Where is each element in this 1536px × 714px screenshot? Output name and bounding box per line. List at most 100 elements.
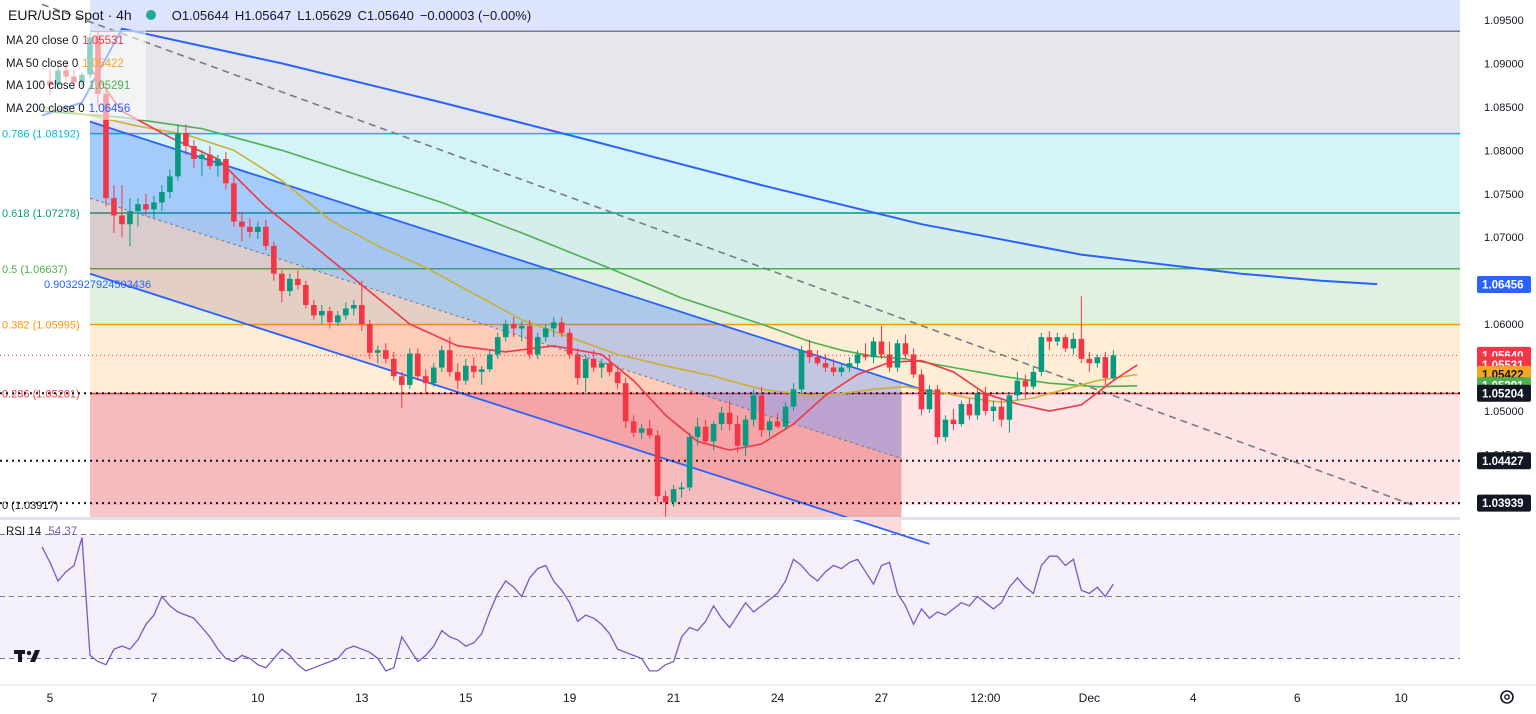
chart-header: EUR/USD Spot · 4h O1.05644 H1.05647 L1.0… — [0, 0, 531, 30]
candle — [414, 348, 421, 381]
candle-body — [502, 324, 509, 338]
candle — [814, 350, 821, 366]
time-tick-label: 24 — [771, 691, 785, 705]
candle — [758, 386, 765, 438]
symbol-title[interactable]: EUR/USD Spot · 4h — [8, 7, 132, 23]
candle-body — [902, 343, 909, 355]
candle — [750, 389, 757, 427]
candle-body — [510, 324, 517, 329]
ma-value: 1.05291 — [88, 80, 131, 93]
candle — [327, 306, 333, 329]
candle — [974, 389, 981, 420]
candle-body — [774, 421, 781, 427]
rsi-pane: 70.0060.0050.0040.0030.0054.37 — [0, 530, 1524, 672]
candle-body — [1022, 380, 1029, 387]
candle — [398, 371, 405, 409]
candle — [678, 482, 685, 498]
ohlc-high: H1.05647 — [234, 7, 292, 23]
candle-body — [295, 278, 301, 286]
candle-body — [1102, 357, 1109, 378]
candle — [1030, 365, 1037, 390]
candle-body — [790, 389, 797, 407]
candle — [183, 124, 189, 155]
candle — [446, 337, 453, 377]
candle-body — [422, 376, 429, 384]
candle-body — [926, 389, 933, 410]
candle-body — [271, 245, 277, 274]
candle-body — [918, 374, 925, 410]
candle — [151, 195, 157, 219]
ma-label: MA 20 close 0 — [6, 35, 79, 48]
candle-body — [438, 350, 445, 368]
candle-body — [694, 426, 701, 438]
tradingview-logo-icon[interactable] — [14, 648, 40, 669]
candle-body — [351, 304, 357, 309]
candle — [199, 150, 205, 177]
ma-legend-row-200[interactable]: MA 200 close 0 1.06456 — [0, 97, 146, 120]
candle-body — [255, 226, 261, 232]
candle — [854, 350, 861, 368]
time-tick-label: 6 — [1294, 691, 1301, 705]
candle — [606, 354, 613, 377]
candle-body — [247, 226, 253, 232]
candle-body — [718, 412, 725, 425]
candle-body — [143, 204, 149, 210]
price-tick-label: 1.07500 — [1484, 189, 1524, 201]
ma-legend-row-20[interactable]: MA 20 close 0 1.05531 — [0, 30, 146, 53]
rsi-legend[interactable]: RSI 14 54.37 — [6, 526, 77, 538]
candle — [534, 332, 541, 359]
time-tick-label: 7 — [151, 691, 158, 705]
candle-body — [478, 369, 485, 372]
candle — [990, 400, 997, 422]
candle-body — [854, 354, 861, 364]
candle — [167, 169, 173, 199]
candle-body — [822, 363, 829, 368]
candle-body — [151, 202, 157, 210]
candle-body — [742, 419, 749, 446]
candle — [303, 280, 309, 309]
candle — [486, 350, 493, 372]
candle — [886, 341, 893, 372]
candle — [207, 145, 213, 170]
ohlc-close: C1.05640 — [357, 7, 414, 23]
candle — [295, 270, 301, 290]
candle — [942, 415, 949, 442]
price-axis: 1.09500 1.09000 1.08500 1.08000 1.07500 1.070… — [1460, 0, 1536, 709]
candle-body — [303, 285, 309, 305]
candle-body — [1062, 337, 1069, 349]
price-label-bg — [1477, 494, 1531, 512]
ma-legend-row-100[interactable]: MA 100 close 0 1.05291 — [0, 75, 146, 98]
candle — [287, 273, 293, 297]
candle — [686, 432, 693, 491]
candle — [982, 386, 989, 416]
candle — [215, 154, 221, 177]
candle-body — [111, 198, 117, 216]
candle-body — [1110, 355, 1117, 378]
candle — [1070, 332, 1077, 355]
candle — [902, 334, 909, 359]
candle-body — [622, 383, 629, 422]
candle — [926, 384, 933, 413]
candle-body — [998, 406, 1005, 420]
candle-body — [374, 350, 381, 353]
candle — [119, 185, 125, 238]
time-tick-label: 15 — [459, 691, 473, 705]
candle — [638, 424, 645, 439]
candle — [1046, 331, 1053, 351]
candle-body — [894, 343, 901, 368]
fib-zone-0.786 — [89, 133, 1461, 214]
candle-body — [806, 350, 813, 358]
ma-legend-row-50[interactable]: MA 50 close 0 1.05422 — [0, 52, 146, 75]
time-tick-label: Dec — [1079, 691, 1100, 705]
candle — [878, 325, 885, 359]
candle-body — [966, 404, 973, 416]
candle — [111, 185, 117, 233]
pane-separator — [0, 517, 1460, 520]
candle-body — [558, 322, 565, 333]
ma-label: MA 50 close 0 — [6, 57, 79, 70]
candle-body — [446, 350, 453, 372]
candle — [271, 241, 277, 281]
candle — [422, 369, 429, 394]
candle-body — [470, 365, 477, 372]
settings-gear-icon[interactable] — [1498, 688, 1516, 711]
